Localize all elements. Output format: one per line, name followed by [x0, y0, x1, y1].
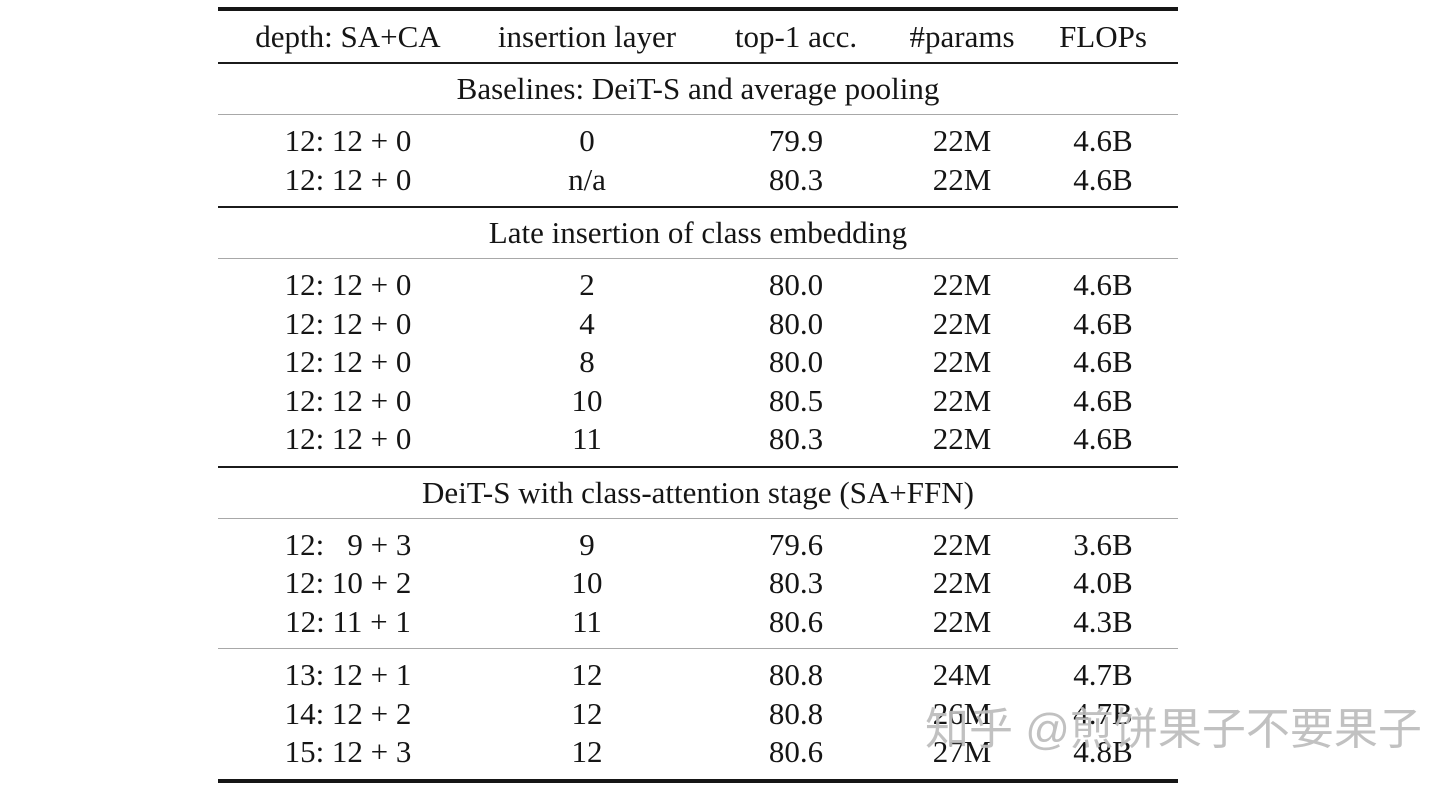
table-cell: 13: 12 + 1	[218, 648, 478, 695]
table-cell: 0	[579, 123, 595, 158]
table-row: 12: 12 + 0 4 80.0 22M 4.6B	[218, 305, 1178, 344]
results-table: depth: SA+CA insertion layer top-1 acc. …	[218, 7, 1178, 783]
table-row: 12: 12 + 0 2 80.0 22M 4.6B	[218, 259, 1178, 305]
table-cell: 80.5	[768, 382, 824, 418]
table-cell: 4.6B	[1073, 123, 1133, 158]
table-cell: 22M	[932, 267, 992, 302]
table-cell: 80.6	[768, 734, 824, 769]
table-cell: 3.6B	[1073, 526, 1133, 562]
table-cell: 22M	[932, 123, 992, 158]
table-cell: 22M	[932, 305, 992, 341]
table-cell: 14: 12 + 2	[284, 695, 412, 731]
table-cell: 9	[579, 526, 595, 562]
table-cell: 22M	[932, 382, 992, 418]
table-cell: 4.8B	[1073, 734, 1133, 769]
table-cell: 4.6B	[1073, 344, 1133, 379]
results-table-container: depth: SA+CA insertion layer top-1 acc. …	[218, 7, 1178, 783]
table-row: 12: 12 + 0 11 80.3 22M 4.6B	[218, 420, 1178, 467]
table-cell: 80.8	[696, 648, 896, 695]
column-header-top1-acc: top-1 acc.	[696, 9, 896, 64]
table-cell: 4.7B	[1028, 648, 1178, 695]
table-cell: 80.0	[768, 344, 824, 379]
table-row: 12: 12 + 0 n/a 80.3 22M 4.6B	[218, 161, 1178, 208]
table-cell: 12: 12 + 0	[284, 123, 412, 158]
column-header-flops: FLOPs	[1028, 9, 1178, 64]
table-cell: 4.0B	[1073, 565, 1133, 600]
column-header-params: #params	[896, 9, 1028, 64]
table-cell: 12: 9 + 3	[284, 526, 412, 562]
section-row: Late insertion of class embedding	[218, 206, 1178, 259]
table-cell: 12: 12 + 0	[284, 161, 412, 197]
table-cell: 80.6	[768, 603, 824, 639]
table-row: 12: 10 + 2 10 80.3 22M 4.0B	[218, 564, 1178, 603]
table-cell: 80.3	[768, 565, 824, 600]
table-cell: 12: 12 + 0	[284, 382, 412, 418]
table-row: 12: 12 + 0 10 80.5 22M 4.6B	[218, 382, 1178, 421]
table-row: 12: 12 + 0 8 80.0 22M 4.6B	[218, 343, 1178, 382]
table-cell: 4.6B	[1073, 305, 1133, 341]
column-header-depth: depth: SA+CA	[218, 9, 478, 64]
table-cell: 15: 12 + 3	[284, 734, 412, 769]
table-cell: n/a	[568, 161, 606, 197]
section-title: Late insertion of class embedding	[218, 206, 1178, 259]
table-cell: 22M	[932, 565, 992, 600]
section-row: Baselines: DeiT-S and average pooling	[218, 63, 1178, 115]
table-cell: 79.9	[768, 123, 824, 158]
table-row: 12: 9 + 3 9 79.6 22M 3.6B	[218, 518, 1178, 564]
table-cell: 22M	[932, 603, 992, 639]
section-title: DeiT-S with class-attention stage (SA+FF…	[218, 465, 1178, 519]
column-header-insertion-layer: insertion layer	[478, 9, 696, 64]
table-cell: 12: 12 + 0	[284, 305, 412, 341]
table-body: Baselines: DeiT-S and average pooling 12:…	[218, 63, 1178, 781]
table-cell: 24M	[896, 648, 1028, 695]
table-cell: 4.6B	[1073, 382, 1133, 418]
table-cell: 10	[571, 565, 603, 600]
table-row: 15: 12 + 3 12 80.6 27M 4.8B	[218, 733, 1178, 781]
table-row: 13: 12 + 1 12 80.8 24M 4.7B	[218, 648, 1178, 695]
table-cell: 11	[572, 421, 602, 456]
table-cell: 22M	[932, 344, 992, 379]
table-cell: 27M	[932, 734, 992, 769]
table-cell: 12	[478, 648, 696, 695]
table-cell: 4.6B	[1073, 161, 1133, 197]
table-cell: 8	[579, 344, 595, 379]
table-cell: 2	[579, 267, 595, 302]
table-cell: 4.6B	[1073, 421, 1133, 456]
table-header: depth: SA+CA insertion layer top-1 acc. …	[218, 9, 1178, 64]
table-row: 14: 12 + 2 12 80.8 26M 4.7B	[218, 695, 1178, 734]
table-cell: 4	[579, 305, 595, 341]
table-row: 12: 11 + 1 11 80.6 22M 4.3B	[218, 603, 1178, 649]
section-row: DeiT-S with class-attention stage (SA+FF…	[218, 465, 1178, 519]
table-cell: 12: 12 + 0	[284, 421, 412, 456]
table-cell: 11	[572, 603, 602, 639]
table-cell: 12: 12 + 0	[284, 267, 412, 302]
table-cell: 12: 12 + 0	[284, 344, 412, 379]
table-cell: 22M	[932, 161, 992, 197]
table-row: 12: 12 + 0 0 79.9 22M 4.6B	[218, 115, 1178, 161]
table-cell: 22M	[932, 526, 992, 562]
table-cell: 79.6	[768, 526, 824, 562]
table-cell: 80.0	[768, 267, 824, 302]
table-cell: 12	[571, 695, 603, 731]
table-cell: 4.7B	[1073, 695, 1133, 731]
table-cell: 12: 10 + 2	[284, 565, 412, 600]
table-cell: 4.6B	[1073, 267, 1133, 302]
table-cell: 80.3	[768, 161, 824, 197]
table-cell: 80.8	[768, 695, 824, 731]
table-cell: 26M	[932, 695, 992, 731]
table-cell: 12	[571, 734, 603, 769]
table-cell: 10	[571, 382, 603, 418]
section-title: Baselines: DeiT-S and average pooling	[218, 63, 1178, 115]
table-cell: 22M	[932, 421, 992, 456]
table-cell: 80.3	[768, 421, 824, 456]
table-cell: 4.3B	[1073, 603, 1133, 639]
table-header-row: depth: SA+CA insertion layer top-1 acc. …	[218, 9, 1178, 64]
table-cell: 80.0	[768, 305, 824, 341]
table-cell: 12: 11 + 1	[285, 603, 411, 639]
